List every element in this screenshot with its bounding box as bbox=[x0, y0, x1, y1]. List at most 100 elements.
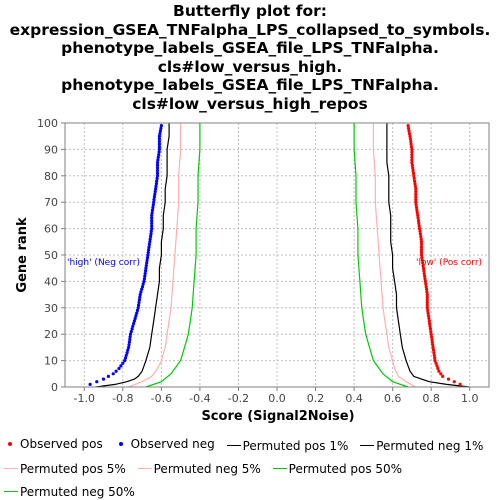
legend-item-permuted-pos-5: Permuted pos 5% bbox=[4, 462, 126, 476]
data-point bbox=[114, 369, 118, 373]
data-point bbox=[137, 298, 141, 302]
annotation-pos-corr: 'low' (Pos corr) bbox=[416, 258, 482, 268]
legend-label: Permuted neg 1% bbox=[376, 438, 484, 453]
x-tick-label: 0.4 bbox=[345, 392, 363, 405]
series-line-permuted-pos-50 bbox=[353, 123, 409, 388]
series-line-permuted-pos-5 bbox=[372, 123, 417, 388]
data-point bbox=[409, 139, 413, 144]
data-point bbox=[430, 335, 434, 339]
data-point bbox=[412, 174, 416, 178]
data-point bbox=[133, 316, 137, 320]
data-point bbox=[159, 126, 163, 130]
data-point bbox=[414, 192, 418, 196]
data-point bbox=[421, 266, 426, 270]
data-point bbox=[127, 345, 131, 349]
data-point bbox=[155, 174, 160, 178]
data-point bbox=[132, 319, 136, 323]
data-point bbox=[111, 372, 115, 376]
data-point bbox=[410, 147, 414, 151]
legend-item-permuted-neg-1: Permuted neg 1% bbox=[360, 439, 483, 453]
data-point bbox=[130, 327, 134, 331]
data-point bbox=[144, 266, 148, 270]
data-point bbox=[137, 303, 141, 307]
x-tick-label: 0.6 bbox=[384, 392, 402, 405]
data-point bbox=[433, 359, 437, 363]
title-line: phenotype_labels_GSEA_file_LPS_TNFalpha. bbox=[61, 76, 439, 94]
data-point bbox=[155, 176, 159, 180]
data-point bbox=[419, 237, 423, 241]
data-point bbox=[117, 366, 121, 371]
data-point bbox=[414, 198, 418, 202]
data-point bbox=[413, 182, 417, 186]
data-point bbox=[418, 229, 422, 233]
data-point bbox=[410, 155, 414, 159]
data-point bbox=[419, 245, 424, 249]
data-point bbox=[101, 377, 106, 381]
data-point bbox=[149, 229, 153, 233]
data-point bbox=[425, 295, 429, 299]
data-point bbox=[157, 145, 161, 149]
y-tick-label: 50 bbox=[44, 249, 58, 262]
y-tick-label: 30 bbox=[44, 302, 58, 315]
data-point bbox=[406, 126, 411, 130]
data-point bbox=[128, 335, 132, 339]
data-point bbox=[418, 227, 422, 231]
data-point bbox=[124, 353, 128, 357]
data-point bbox=[423, 277, 427, 281]
x-tick-label: 1.0 bbox=[461, 392, 479, 405]
data-point bbox=[155, 179, 159, 183]
data-point bbox=[142, 279, 146, 283]
data-point bbox=[421, 261, 425, 265]
x-tick-label: -0.8 bbox=[112, 392, 133, 405]
legend-label: Observed pos bbox=[20, 437, 103, 451]
legend-item-observed-neg: Observed neg bbox=[115, 437, 215, 451]
data-point bbox=[435, 364, 439, 368]
data-point bbox=[158, 129, 162, 133]
data-point bbox=[159, 124, 163, 128]
data-point bbox=[152, 200, 156, 204]
data-point bbox=[419, 240, 424, 244]
data-point bbox=[128, 337, 132, 342]
y-tick-label: 60 bbox=[44, 223, 58, 236]
data-point bbox=[148, 240, 152, 244]
data-point bbox=[145, 256, 150, 260]
data-point bbox=[426, 308, 430, 312]
data-point bbox=[424, 285, 428, 289]
data-point bbox=[427, 316, 431, 320]
data-point bbox=[421, 264, 425, 268]
legend-label: Observed neg bbox=[130, 437, 215, 451]
data-point bbox=[414, 200, 418, 204]
data-point bbox=[154, 187, 158, 191]
data-point bbox=[150, 216, 154, 220]
y-tick-label: 80 bbox=[44, 170, 58, 183]
data-point bbox=[132, 322, 136, 326]
data-point bbox=[414, 195, 418, 199]
data-point bbox=[129, 330, 133, 334]
data-point bbox=[420, 258, 424, 262]
data-point bbox=[136, 306, 140, 310]
butterfly-plot: -1.0 -0.8 -0.6 -0.4 -0.2 0.0 0.2 0.4 0.6 0.8 1.0 0 1… bbox=[15, 117, 490, 424]
legend-item-permuted-neg-50: Permuted neg 50% bbox=[4, 485, 135, 499]
data-point bbox=[408, 134, 412, 138]
data-point bbox=[157, 150, 161, 154]
data-point bbox=[423, 279, 427, 283]
data-point bbox=[153, 190, 157, 194]
data-point bbox=[157, 139, 161, 144]
x-tick-label: 0.2 bbox=[307, 392, 325, 405]
data-point bbox=[415, 208, 419, 212]
data-point bbox=[434, 361, 438, 365]
data-point bbox=[419, 242, 424, 246]
data-point bbox=[153, 192, 157, 196]
data-point bbox=[155, 161, 160, 165]
data-point bbox=[431, 345, 435, 349]
data-point bbox=[106, 374, 110, 378]
data-point bbox=[126, 348, 130, 352]
data-point bbox=[411, 171, 416, 175]
data-point bbox=[436, 366, 440, 371]
data-point bbox=[428, 324, 432, 328]
data-point bbox=[150, 213, 154, 217]
data-point bbox=[419, 253, 424, 257]
data-point bbox=[428, 322, 432, 326]
data-point bbox=[123, 356, 128, 360]
data-point bbox=[95, 380, 99, 384]
